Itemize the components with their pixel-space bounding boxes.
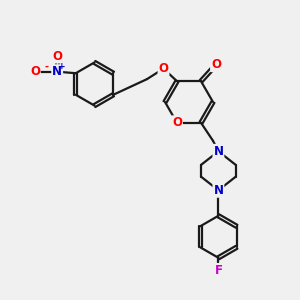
Text: N: N bbox=[213, 184, 224, 197]
Text: O: O bbox=[52, 50, 62, 63]
Text: O: O bbox=[211, 58, 221, 71]
Text: N: N bbox=[52, 65, 62, 78]
Text: O: O bbox=[30, 65, 40, 78]
Text: F: F bbox=[214, 264, 222, 277]
Text: +: + bbox=[58, 62, 66, 71]
Text: O: O bbox=[158, 62, 169, 75]
Text: N: N bbox=[213, 145, 224, 158]
Text: -: - bbox=[44, 61, 48, 71]
Text: O: O bbox=[172, 116, 182, 129]
